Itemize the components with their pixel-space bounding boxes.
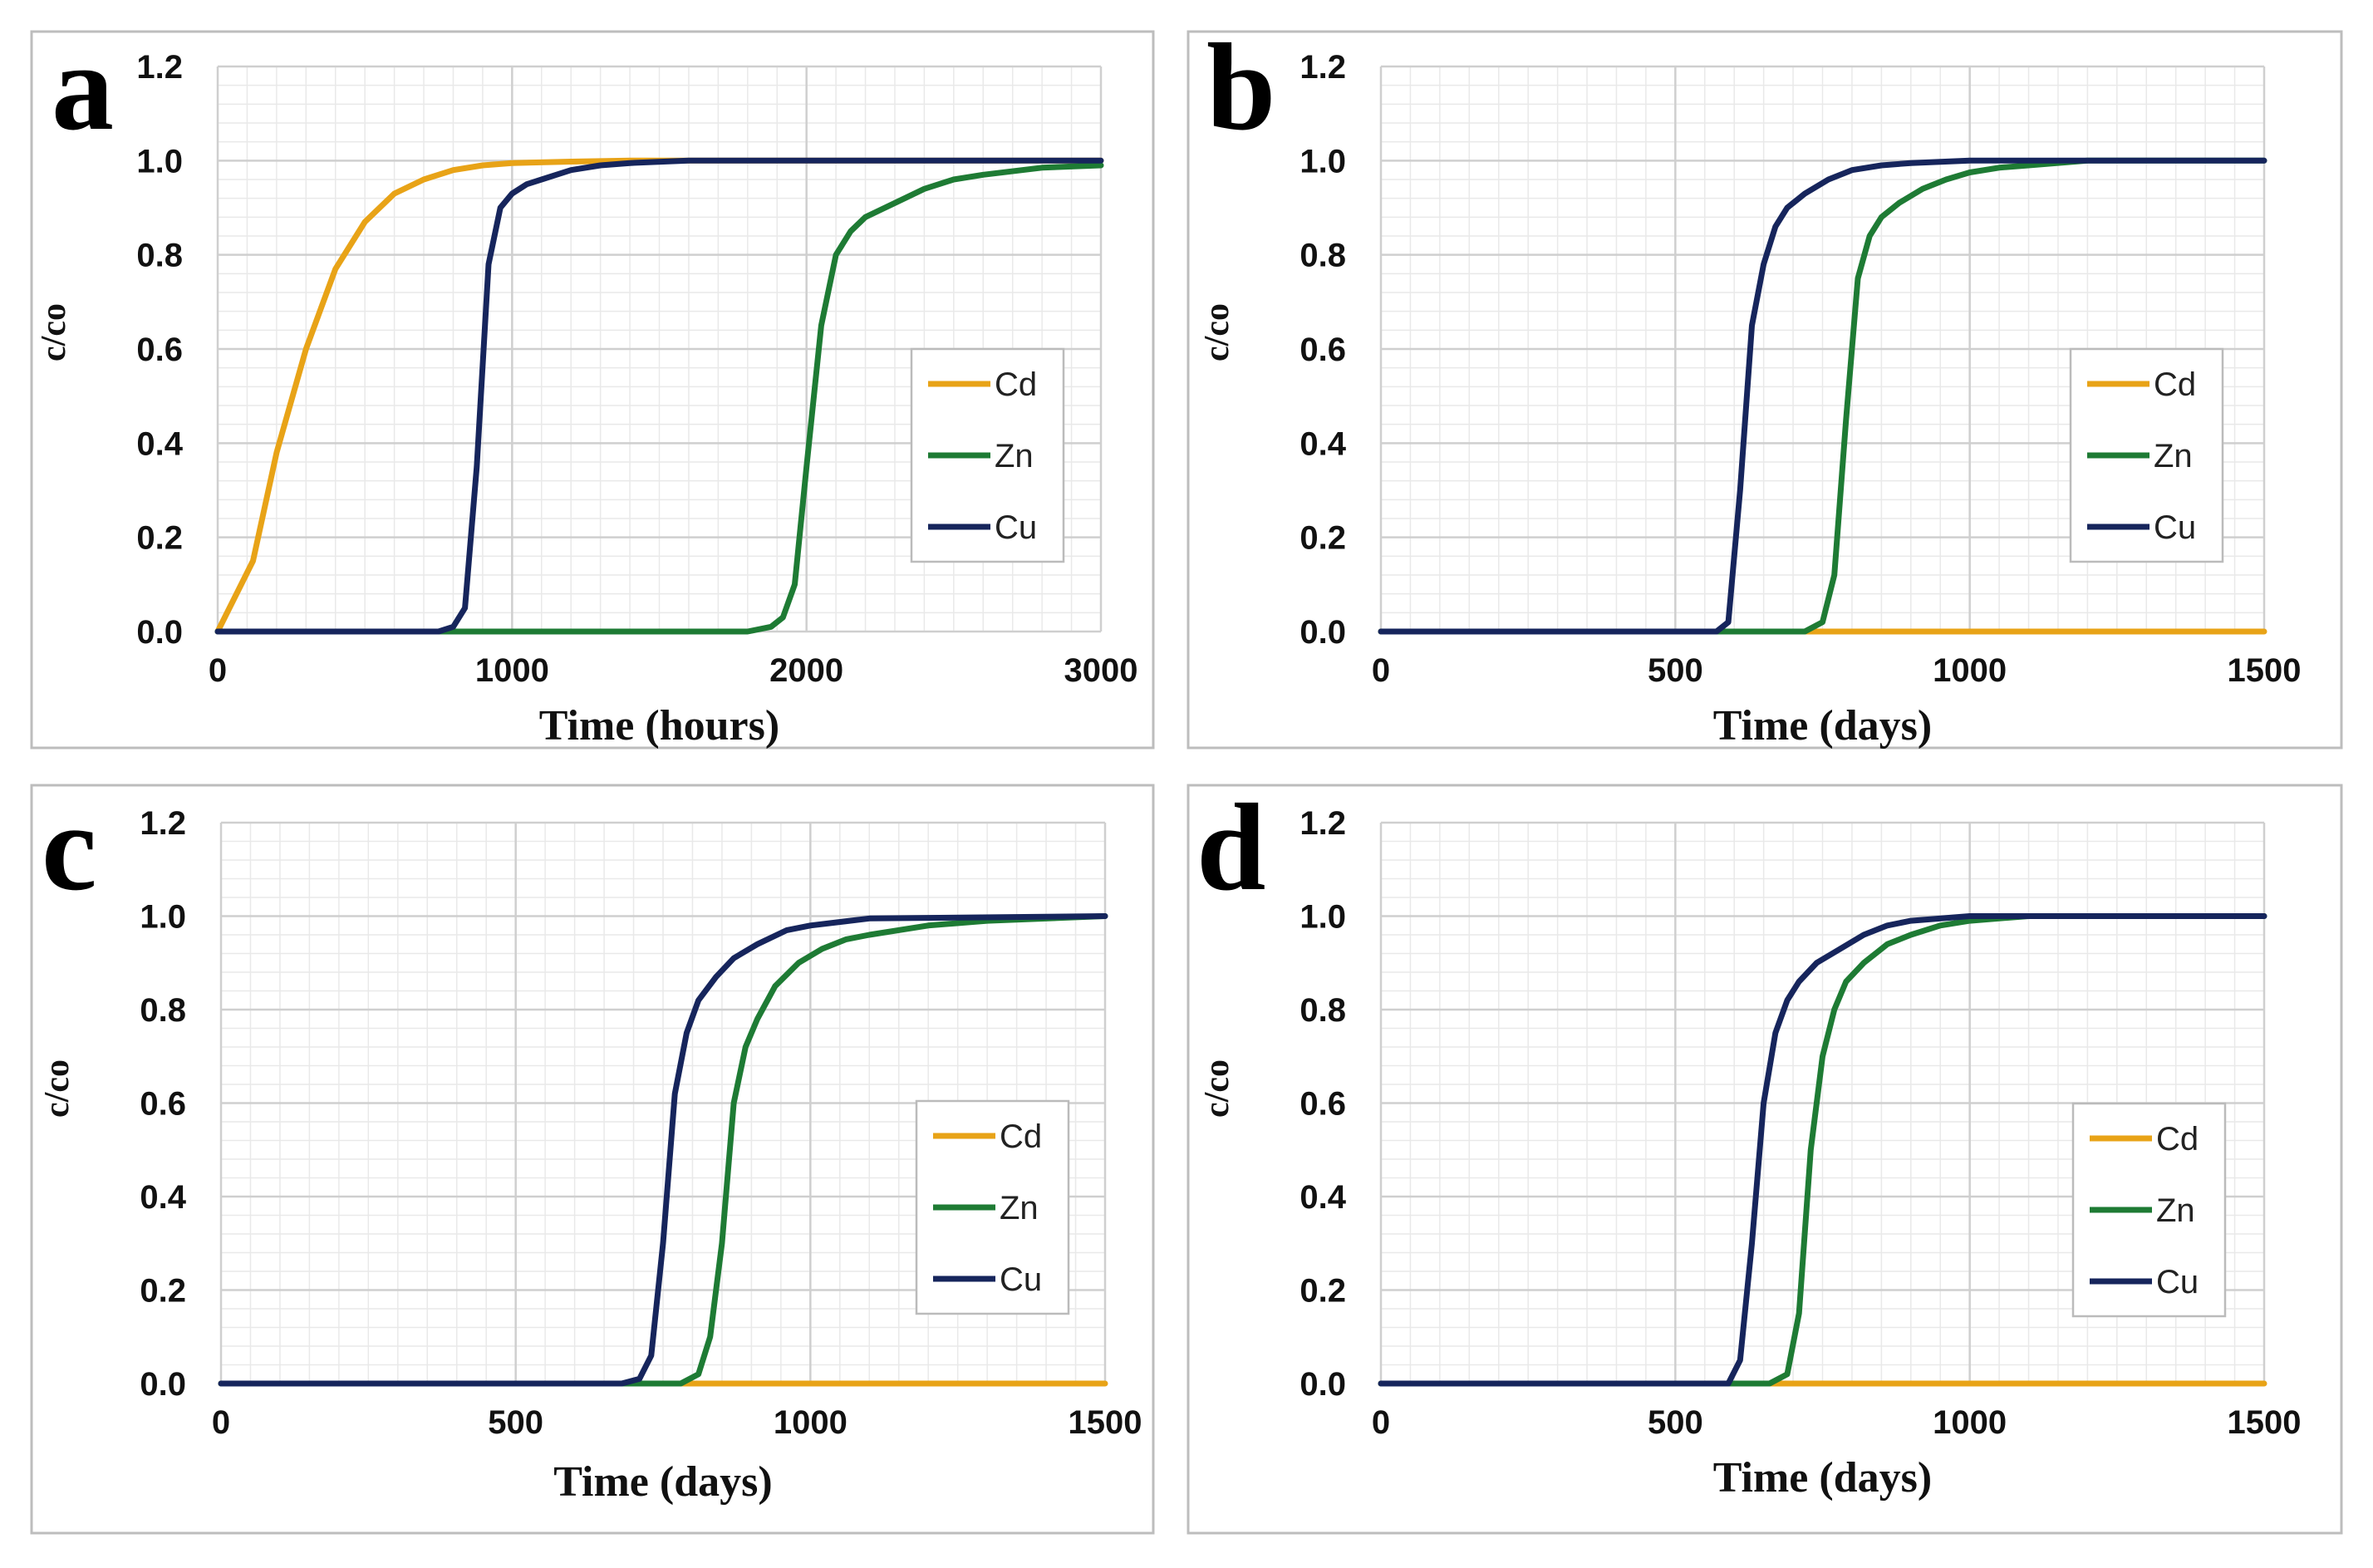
x-tick-label: 1500 (2228, 1404, 2302, 1441)
panel-d: 0.0 0.2 0.4 0.6 0.8 1.0 1.2 0 500 1000 1500 Time (d… (1186, 779, 2343, 1535)
series-line-zn (1378, 913, 2267, 1387)
y-tick-label: 1.0 (1300, 143, 1346, 179)
legend-label-cu: Cu (1000, 1261, 1042, 1298)
x-axis-label: Time (days) (1713, 702, 1932, 750)
y-tick-label: 1.0 (1300, 899, 1346, 936)
x-tick-label: 1000 (774, 1404, 848, 1441)
panel-b: 0.0 0.2 0.4 0.6 0.8 1.0 1.2 0 500 1000 1500 Time (d… (1186, 18, 2343, 750)
x-axis-label: Time (hours) (539, 702, 779, 750)
panel-letter: c (42, 779, 97, 917)
y-tick-label: 0.0 (1300, 1366, 1346, 1403)
x-tick-label: 500 (1648, 652, 1703, 689)
panel-border (1186, 784, 2343, 1535)
y-tick-label: 0.4 (136, 425, 183, 462)
y-tick-label: 0.6 (1300, 332, 1346, 368)
y-tick-label: 1.2 (1300, 805, 1346, 842)
legend-label-cd: Cd (2154, 366, 2196, 403)
series-line-zn (214, 162, 1104, 635)
y-tick-label: 0.0 (136, 614, 183, 651)
x-axis-label: Time (days) (1713, 1454, 1932, 1502)
x-tick-label: 1000 (1933, 1404, 2007, 1441)
panel-letter: b (1206, 18, 1275, 156)
y-tick-label: 1.0 (140, 899, 186, 936)
legend: Cd Zn Cu (910, 347, 1065, 563)
legend-label-zn: Zn (2156, 1192, 2195, 1229)
x-tick-label: 0 (209, 652, 227, 689)
y-tick-label: 0.0 (1300, 614, 1346, 651)
legend: Cd Zn Cu (915, 1099, 1070, 1315)
series-line-cu (218, 913, 1108, 1387)
y-tick-label: 0.6 (140, 1086, 186, 1123)
legend-label-zn: Zn (2154, 438, 2193, 474)
panel-border (30, 30, 1155, 750)
x-tick-label: 0 (1372, 1404, 1390, 1441)
y-tick-label: 0.4 (1300, 1179, 1346, 1216)
legend-label-cu: Cu (2156, 1264, 2199, 1300)
x-tick-label: 2000 (769, 652, 843, 689)
x-axis-label: Time (days) (553, 1458, 772, 1506)
y-tick-label: 0.8 (136, 238, 183, 274)
x-tick-label: 3000 (1064, 652, 1138, 689)
y-tick-label: 0.8 (140, 992, 186, 1029)
x-tick-label: 1500 (1069, 1404, 1142, 1441)
y-tick-label: 0.0 (140, 1366, 186, 1403)
x-tick-label: 500 (1648, 1404, 1703, 1441)
legend: Cd Zn Cu (2071, 1102, 2227, 1318)
x-tick-label: 1000 (475, 652, 549, 689)
x-tick-label: 0 (1372, 652, 1390, 689)
x-tick-label: 1000 (1933, 652, 2007, 689)
y-tick-label: 1.0 (136, 143, 183, 179)
y-tick-label: 0.2 (140, 1273, 186, 1310)
y-tick-label: 1.2 (1300, 49, 1346, 86)
x-tick-label: 500 (488, 1404, 543, 1441)
y-axis-label: c/co (1198, 303, 1236, 361)
y-axis-label: c/co (38, 1059, 76, 1118)
series-line-cd (214, 157, 1104, 635)
x-tick-label: 1500 (2228, 652, 2302, 689)
legend-label-zn: Zn (995, 438, 1034, 474)
panel-c: 0.0 0.2 0.4 0.6 0.8 1.0 1.2 0 500 1000 1500 Time (d… (30, 779, 1155, 1535)
legend-label-cd: Cd (1000, 1118, 1042, 1155)
series-line-cu (1378, 913, 2267, 1387)
panel-letter: a (52, 18, 114, 156)
legend: Cd Zn Cu (2069, 347, 2224, 563)
y-tick-label: 0.2 (1300, 520, 1346, 557)
y-axis-label: c/co (1198, 1059, 1236, 1118)
y-tick-label: 0.8 (1300, 992, 1346, 1029)
series-line-cu (214, 157, 1104, 635)
series-line-zn (1378, 157, 2267, 635)
y-tick-label: 0.6 (1300, 1086, 1346, 1123)
y-axis-label: c/co (35, 303, 73, 361)
y-tick-label: 0.2 (136, 520, 183, 557)
y-tick-label: 1.2 (140, 805, 186, 842)
legend-label-cd: Cd (995, 366, 1037, 403)
series-line-cu (1378, 157, 2267, 635)
y-tick-label: 0.8 (1300, 238, 1346, 274)
y-tick-label: 0.6 (136, 332, 183, 368)
panel-border (30, 784, 1155, 1535)
panel-border (1186, 30, 2343, 750)
y-tick-label: 0.4 (140, 1179, 186, 1216)
y-tick-label: 0.2 (1300, 1273, 1346, 1310)
x-tick-label: 0 (212, 1404, 230, 1441)
panel-letter: d (1196, 779, 1265, 917)
panel-a: 0.0 0.2 0.4 0.6 0.8 1.0 1.2 0 1000 2000 3000 Time (… (30, 18, 1155, 750)
series-line-zn (218, 913, 1108, 1387)
legend-label-cd: Cd (2156, 1121, 2199, 1158)
legend-label-cu: Cu (995, 509, 1037, 546)
y-tick-label: 0.4 (1300, 425, 1346, 462)
y-tick-label: 1.2 (136, 49, 183, 86)
legend-label-cu: Cu (2154, 509, 2196, 546)
legend-label-zn: Zn (1000, 1190, 1039, 1226)
